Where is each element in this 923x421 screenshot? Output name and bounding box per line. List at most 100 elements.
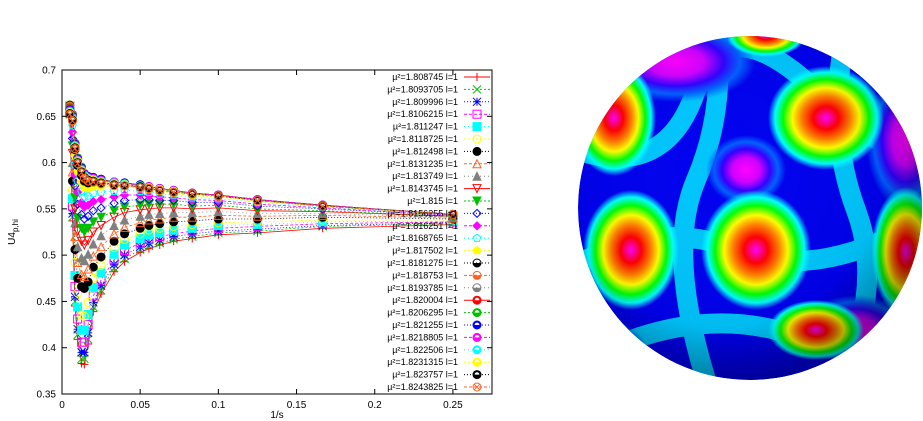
- data-point: [189, 190, 196, 198]
- data-point: [67, 116, 77, 126]
- data-point: [168, 212, 179, 222]
- data-point: [70, 204, 80, 214]
- data-point: [474, 297, 480, 301]
- data-point: [472, 233, 482, 242]
- legend-label: µ²=1.808745 l=1: [392, 72, 458, 82]
- series-line: [69, 115, 453, 365]
- x-tick-label: 0.15: [287, 400, 307, 411]
- data-point: [97, 180, 105, 188]
- data-point: [83, 223, 93, 234]
- data-point: [79, 325, 89, 335]
- series: [65, 109, 458, 219]
- legend-label: µ²=1.8168765 l=1: [387, 233, 458, 243]
- data-point: [137, 184, 144, 191]
- data-point: [120, 240, 130, 250]
- data-point: [473, 73, 481, 81]
- legend-label: µ²=1.820004 l=1: [392, 295, 458, 305]
- data-point: [79, 271, 90, 281]
- data-point: [67, 127, 78, 137]
- legend-marker: [472, 308, 482, 318]
- data-point: [474, 322, 480, 325]
- data-point: [474, 359, 480, 363]
- data-point: [88, 298, 98, 307]
- y-tick-label: 0.4: [42, 343, 56, 354]
- data-point: [169, 217, 179, 227]
- data-point: [79, 227, 90, 238]
- data-point: [472, 109, 482, 119]
- data-point: [83, 249, 93, 259]
- data-point: [135, 194, 145, 205]
- legend-marker: [472, 208, 482, 219]
- legend-marker: [472, 270, 482, 280]
- data-point: [472, 85, 482, 94]
- data-point: [88, 238, 99, 249]
- legend-marker: [472, 109, 482, 119]
- sphere-heatmap: [578, 36, 922, 380]
- legend-label: µ²=1.8231315 l=1: [387, 357, 458, 367]
- legend-label: µ²=1.813749 l=1: [392, 171, 458, 181]
- legend-label: µ²=1.8193785 l=1: [387, 283, 458, 293]
- legend-marker: [472, 122, 482, 132]
- legend-marker: [473, 73, 481, 81]
- data-point: [213, 191, 223, 201]
- data-point: [318, 201, 328, 211]
- legend-label: µ²=1.8118725 l=1: [388, 134, 458, 144]
- data-point: [109, 181, 119, 191]
- data-point: [120, 250, 129, 260]
- data-point: [155, 185, 165, 195]
- legend-marker: [472, 258, 482, 268]
- legend-marker: [472, 283, 482, 293]
- data-point: [135, 183, 145, 193]
- data-point: [472, 97, 482, 107]
- data-point: [135, 200, 145, 211]
- data-point: [97, 290, 106, 299]
- legend-label: µ²=1.8206295 l=1: [387, 308, 458, 318]
- data-point: [472, 382, 482, 392]
- data-point: [110, 182, 118, 189]
- data-point: [474, 372, 480, 375]
- data-point: [252, 196, 262, 206]
- data-point: [474, 310, 480, 313]
- axes: 0 0.05 0.1 0.15 0.2 0.25 0.35 0.4 0.45 0.5 0.55 0.6…: [37, 66, 492, 411]
- data-point: [155, 195, 165, 206]
- data-point: [70, 231, 80, 242]
- legend-marker: [472, 295, 482, 305]
- x-tick-label: 0.05: [130, 400, 150, 411]
- data-point: [69, 117, 76, 125]
- data-point: [144, 183, 154, 193]
- x-tick-label: 0: [59, 400, 65, 411]
- data-point: [74, 160, 81, 167]
- y-tick-label: 0.55: [37, 204, 57, 215]
- data-point: [120, 181, 130, 191]
- data-point: [96, 281, 106, 291]
- data-point: [473, 275, 481, 280]
- data-point: [73, 302, 83, 312]
- data-point: [170, 189, 177, 196]
- data-point: [472, 221, 482, 231]
- data-point: [80, 192, 89, 201]
- legend-label: µ²=1.809996 l=1: [392, 97, 458, 107]
- data-point: [80, 347, 89, 357]
- data-point: [119, 222, 130, 232]
- data-point: [79, 240, 90, 251]
- data-point: [83, 211, 93, 221]
- data-point: [169, 232, 178, 241]
- data-point: [73, 288, 83, 298]
- series-line: [69, 106, 453, 233]
- x-axis-label: 1/s: [270, 410, 283, 421]
- data-point: [72, 226, 83, 237]
- data-point: [109, 260, 119, 269]
- data-point: [472, 171, 482, 181]
- legend-label: µ²=1.816251 l=1: [392, 221, 458, 231]
- legend-label: µ²=1.811247 l=1: [393, 122, 458, 132]
- data-point: [88, 227, 99, 238]
- data-point: [214, 226, 223, 236]
- legend-label: µ²=1.812498 l=1: [392, 146, 458, 156]
- data-point: [81, 175, 88, 182]
- data-point: [472, 184, 482, 194]
- sphere-shading: [578, 36, 922, 380]
- x-tick-label: 0.25: [443, 400, 463, 411]
- legend-label: µ²=1.8218805 l=1: [387, 332, 458, 342]
- legend-marker: [472, 382, 482, 392]
- data-point: [472, 208, 482, 219]
